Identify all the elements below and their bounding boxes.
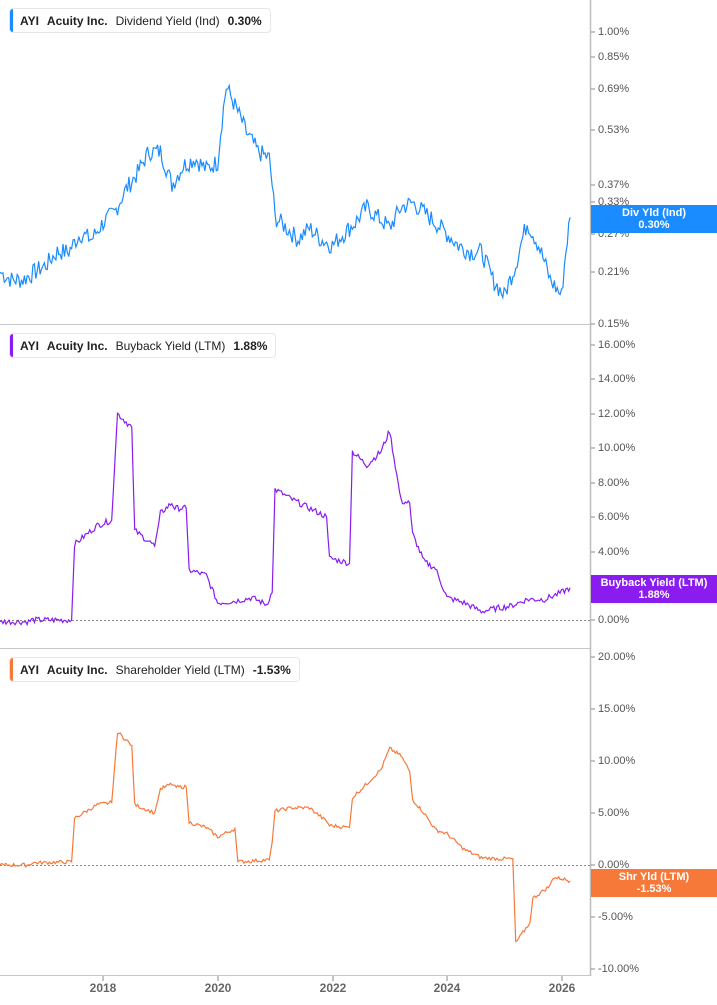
x-tick-label: 2022 xyxy=(319,981,347,995)
x-axis-ticks xyxy=(102,976,563,981)
flag-label: Buyback Yield (LTM) xyxy=(600,577,708,589)
legend-value: 1.88% xyxy=(233,338,268,353)
y-tick-label: 20.00% xyxy=(598,651,636,663)
x-tick-label: 2018 xyxy=(89,981,117,995)
legend-value: -1.53% xyxy=(252,662,291,677)
legend-ticker: AYI xyxy=(20,662,39,677)
y-tick-label: 16.00% xyxy=(598,339,636,351)
legend-value: 0.30% xyxy=(227,13,262,28)
flag-value: 1.88% xyxy=(638,589,670,601)
y-tick-label: 14.00% xyxy=(598,373,636,385)
y-tick-label: 5.00% xyxy=(598,807,630,819)
y-tick-label: 8.00% xyxy=(598,477,630,489)
legend-ticker: AYI xyxy=(20,338,39,353)
legend-metric: Buyback Yield (LTM) xyxy=(115,338,226,353)
y-tick-label: 4.00% xyxy=(598,546,630,558)
legend-ticker: AYI xyxy=(20,13,39,28)
flag-value: 0.30% xyxy=(638,219,670,231)
y-tick-label: 6.00% xyxy=(598,511,630,523)
y-tick-label: 0.53% xyxy=(598,124,630,136)
shareholder-last-value-flag: Shr Yld (LTM) -1.53% xyxy=(591,869,717,897)
y-tick-label: 0.21% xyxy=(598,266,630,278)
dividend-legend[interactable]: AYI Acuity Inc. Dividend Yield (Ind) 0.3… xyxy=(9,8,271,33)
shareholder-color-swatch xyxy=(10,658,13,681)
y-axis-ticks xyxy=(591,31,595,970)
buyback-color-swatch xyxy=(10,334,13,357)
dividend-yield-line[interactable] xyxy=(0,83,571,300)
y-tick-label: 0.15% xyxy=(598,318,630,330)
shareholder-yield-line[interactable] xyxy=(0,732,571,943)
y-tick-label: 0.00% xyxy=(598,614,630,626)
legend-metric: Dividend Yield (Ind) xyxy=(115,13,220,28)
y-tick-label: 0.00% xyxy=(598,859,630,871)
y-tick-label: 12.00% xyxy=(598,408,636,420)
flag-label: Div Yld (Ind) xyxy=(622,207,686,219)
shareholder-legend[interactable]: AYI Acuity Inc. Shareholder Yield (LTM) … xyxy=(9,657,300,682)
y-tick-label: -10.00% xyxy=(598,963,639,975)
y-tick-label: 0.85% xyxy=(598,51,630,63)
buyback-last-value-flag: Buyback Yield (LTM) 1.88% xyxy=(591,575,717,603)
legend-company: Acuity Inc. xyxy=(46,13,108,28)
y-tick-label: 0.69% xyxy=(598,83,630,95)
flag-label: Shr Yld (LTM) xyxy=(618,871,690,883)
legend-company: Acuity Inc. xyxy=(46,662,108,677)
y-tick-label: 15.00% xyxy=(598,703,636,715)
y-tick-label: -5.00% xyxy=(598,911,633,923)
y-tick-label: 1.00% xyxy=(598,26,630,38)
x-tick-label: 2020 xyxy=(204,981,232,995)
legend-metric: Shareholder Yield (LTM) xyxy=(115,662,245,677)
y-tick-label: 10.00% xyxy=(598,442,636,454)
flag-value: -1.53% xyxy=(636,883,672,895)
x-tick-label: 2024 xyxy=(433,981,461,995)
x-tick-label: 2026 xyxy=(548,981,576,995)
y-tick-label: 10.00% xyxy=(598,755,636,767)
buyback-legend[interactable]: AYI Acuity Inc. Buyback Yield (LTM) 1.88… xyxy=(9,333,277,358)
legend-company: Acuity Inc. xyxy=(46,338,108,353)
y-tick-label: 0.37% xyxy=(598,179,630,191)
dividend-color-swatch xyxy=(10,9,13,32)
dividend-last-value-flag: Div Yld (Ind) 0.30% xyxy=(591,205,717,233)
buyback-yield-line[interactable] xyxy=(0,412,571,627)
